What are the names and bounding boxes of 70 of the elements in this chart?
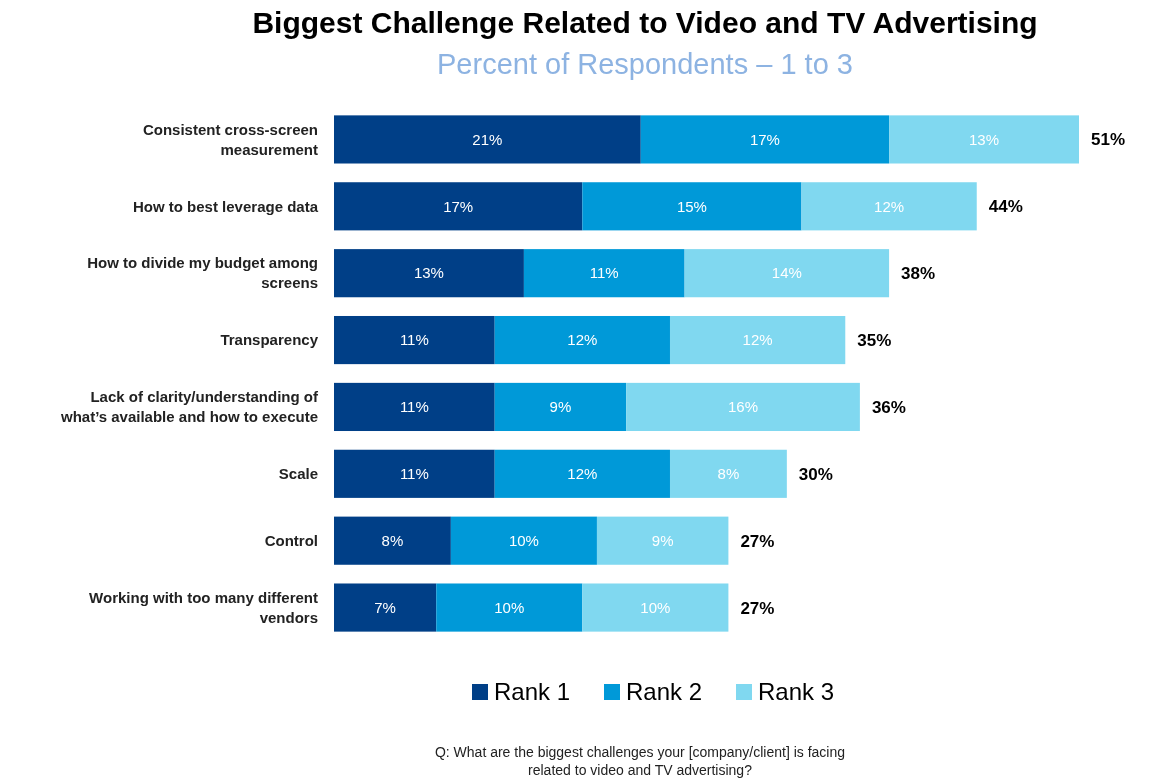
bar bbox=[334, 115, 641, 164]
total-label: 36% bbox=[871, 397, 906, 417]
data-label: 12% bbox=[742, 331, 773, 349]
y-tick-label: Working with too many different vendors bbox=[89, 588, 318, 626]
y-tick-label: Scale bbox=[278, 465, 318, 483]
chart-subtitle: Percent of Respondents – 1 to 3 bbox=[437, 48, 853, 80]
bar bbox=[669, 449, 787, 498]
text: Q: What are the biggest challenges your [company/client] is facing related to video and TV advertising? bbox=[434, 744, 846, 778]
total-label: 44% bbox=[988, 197, 1023, 217]
bar bbox=[801, 182, 977, 231]
bar bbox=[582, 182, 802, 231]
bar bbox=[626, 382, 860, 432]
y-tick-label: How to best leverage data bbox=[132, 197, 319, 215]
data-label: 11% bbox=[399, 398, 429, 416]
chart-title: Biggest Challenge Related to Video and TV Advertising bbox=[252, 6, 1038, 39]
data-label: 11% bbox=[589, 264, 619, 282]
data-label: 13% bbox=[969, 130, 1000, 148]
bar bbox=[494, 382, 627, 432]
bar bbox=[596, 516, 729, 565]
data-label: 9% bbox=[651, 531, 674, 549]
total-label: 27% bbox=[740, 598, 775, 618]
data-label: 10% bbox=[494, 598, 525, 616]
data-label: 12% bbox=[567, 331, 598, 349]
data-label: 14% bbox=[771, 264, 802, 282]
data-label: 21% bbox=[472, 130, 503, 148]
y-tick-label: Lack of clarity/understanding of what’s available and how to execute bbox=[59, 388, 319, 426]
data-label: 12% bbox=[874, 197, 905, 215]
total-label: 35% bbox=[857, 331, 892, 351]
y-tick-label: Control bbox=[264, 531, 318, 549]
data-label: 12% bbox=[567, 465, 598, 483]
data-label: 8% bbox=[381, 531, 404, 549]
legend-label: Rank 3 bbox=[758, 678, 835, 706]
legend-label: Rank 2 bbox=[626, 678, 703, 706]
bar bbox=[334, 583, 437, 632]
bar bbox=[582, 583, 729, 632]
bar bbox=[334, 516, 451, 565]
bar bbox=[669, 315, 846, 365]
data-label: 13% bbox=[413, 264, 444, 282]
bar bbox=[334, 382, 495, 432]
data-label: 7% bbox=[374, 598, 396, 616]
data-label: 17% bbox=[443, 197, 474, 215]
bar bbox=[494, 449, 670, 498]
data-label: 10% bbox=[640, 598, 671, 616]
total-label: 51% bbox=[1091, 130, 1126, 150]
data-label: 9% bbox=[549, 398, 572, 416]
total-label: 27% bbox=[740, 531, 775, 551]
bar bbox=[436, 583, 583, 632]
bar bbox=[450, 516, 597, 565]
bar bbox=[523, 249, 685, 298]
bar bbox=[889, 115, 1079, 164]
data-label: 10% bbox=[508, 531, 539, 549]
data-label: 16% bbox=[728, 398, 759, 416]
bar bbox=[684, 249, 890, 298]
data-label: 11% bbox=[399, 331, 429, 349]
bar bbox=[334, 249, 524, 298]
y-tick-label: Transparency bbox=[220, 331, 319, 349]
total-label: 30% bbox=[798, 464, 833, 484]
data-label: 15% bbox=[676, 197, 707, 215]
y-tick-label: How to divide my budget among screens bbox=[87, 254, 318, 292]
bar bbox=[334, 315, 495, 365]
bar bbox=[334, 182, 583, 231]
bar bbox=[640, 115, 890, 164]
bar bbox=[494, 315, 670, 365]
bar bbox=[334, 449, 495, 498]
data-label: 11% bbox=[399, 465, 429, 483]
total-label: 38% bbox=[901, 264, 936, 284]
data-label: 17% bbox=[749, 130, 780, 148]
legend-label: Rank 1 bbox=[494, 678, 571, 706]
data-label: 8% bbox=[717, 465, 740, 483]
y-tick-label: Consistent cross-screen measurement bbox=[142, 120, 318, 158]
